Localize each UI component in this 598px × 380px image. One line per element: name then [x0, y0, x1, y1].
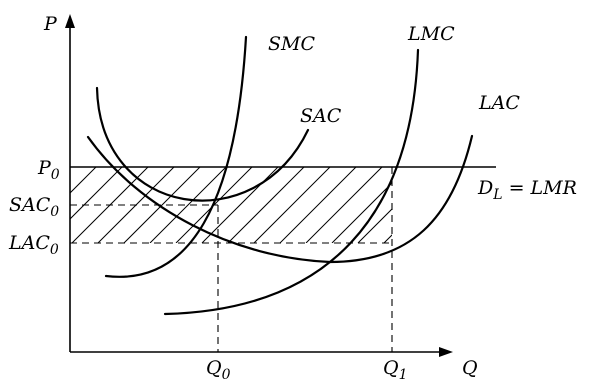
q0-label: Q0 — [206, 357, 231, 380]
hatch-line — [149, 167, 227, 243]
sac0-label: SAC0 — [9, 194, 59, 220]
y-axis-arrow — [65, 14, 75, 28]
hatch-line — [227, 167, 305, 243]
q1-label: Q1 — [383, 357, 408, 380]
y-axis-label: P — [43, 13, 58, 35]
hatch-line — [70, 167, 97, 194]
lac-label: LAC — [478, 92, 520, 114]
hatch-line — [305, 167, 383, 243]
x-axis-arrow — [439, 347, 453, 357]
hatch-line — [331, 182, 392, 243]
lac0-label: LAC0 — [8, 232, 59, 258]
lmc-curve — [163, 48, 420, 316]
demand-label: DL = LMR — [477, 177, 577, 203]
hatch-line — [357, 208, 392, 243]
lac-curve — [86, 134, 474, 264]
p0-label: P0 — [37, 157, 60, 183]
sac-label: SAC — [300, 105, 342, 127]
hatch-line — [123, 167, 201, 243]
lmc-label: LMC — [407, 23, 455, 45]
smc-curve — [104, 35, 248, 278]
sac-curve — [95, 86, 310, 202]
hatch-line — [279, 167, 357, 243]
hatch-line — [253, 167, 331, 243]
hatch-line — [436, 167, 512, 243]
x-axis-label: Q — [462, 357, 478, 379]
smc-label: SMC — [268, 33, 315, 55]
